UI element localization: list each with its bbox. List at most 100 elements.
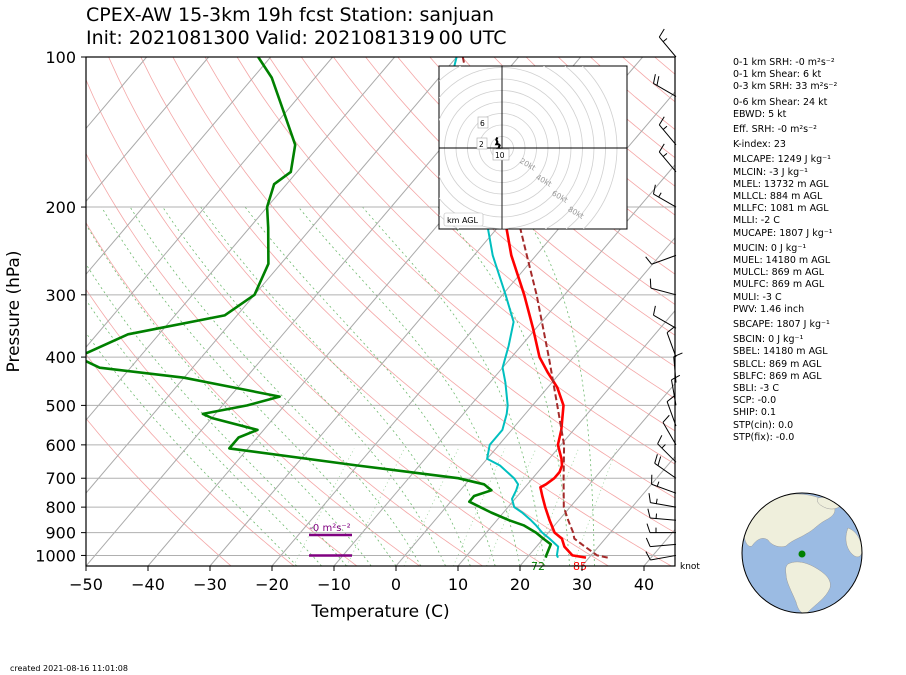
y-tick-label: 100 bbox=[45, 48, 76, 67]
sounding-index: PWV: 1.46 inch bbox=[733, 303, 805, 315]
dry-adiabat bbox=[86, 222, 421, 566]
wind-barb bbox=[658, 28, 677, 58]
x-tick-label: 30 bbox=[572, 575, 592, 594]
moist-adiabat bbox=[101, 206, 397, 566]
wind-barb bbox=[658, 116, 677, 146]
isotherm bbox=[86, 57, 458, 494]
dry-adiabat bbox=[86, 78, 546, 566]
hodograph-footer: km AGL bbox=[447, 216, 479, 225]
dry-adiabat bbox=[86, 417, 232, 566]
mixing-ratio-line bbox=[486, 448, 537, 566]
hodograph-height-label: 6 bbox=[480, 119, 485, 128]
barb-units-label: knot bbox=[680, 562, 700, 572]
globe-africa bbox=[845, 527, 862, 558]
wind-barb bbox=[657, 435, 677, 463]
wind-barb bbox=[666, 395, 677, 427]
sounding-index: 0-1 km Shear: 6 kt bbox=[733, 69, 822, 81]
isotherm bbox=[86, 57, 396, 421]
hodograph-height-label: 10 bbox=[495, 151, 505, 160]
y-tick-label: 1000 bbox=[35, 546, 76, 565]
srh-label: -0 m²s⁻² bbox=[309, 523, 350, 534]
sounding-index: MLLCL: 884 m AGL bbox=[733, 191, 823, 203]
x-tick-label: 40 bbox=[634, 575, 654, 594]
wind-barb bbox=[662, 414, 677, 446]
x-tick-label: 10 bbox=[448, 575, 468, 594]
wind-barb bbox=[666, 326, 677, 358]
sounding-index: EBWD: 5 kt bbox=[733, 108, 787, 120]
sounding-index: SBLFC: 869 m AGL bbox=[733, 370, 822, 382]
y-tick-label: 200 bbox=[45, 198, 76, 217]
sounding-index: MULCL: 869 m AGL bbox=[733, 267, 825, 279]
isotherm bbox=[86, 57, 334, 348]
sounding-index: SBEL: 14180 m AGL bbox=[733, 346, 828, 358]
wind-barb bbox=[645, 254, 677, 265]
isotherm bbox=[457, 309, 675, 566]
globe-south-america bbox=[785, 561, 831, 613]
dry-adiabat bbox=[204, 57, 675, 499]
dry-adiabat bbox=[300, 57, 675, 399]
sounding-index: SHIP: 0.1 bbox=[733, 407, 777, 419]
chart-title: CPEX-AW 15-3km 19h fcst Station: sanjuan bbox=[86, 4, 495, 26]
moist-adiabat bbox=[519, 206, 595, 566]
isotherm bbox=[581, 455, 675, 566]
wind-barb bbox=[645, 551, 677, 561]
x-tick-label: 0 bbox=[391, 575, 401, 594]
dry-adiabat bbox=[397, 57, 675, 305]
mixing-ratio-line bbox=[346, 448, 405, 566]
x-tick-label: −20 bbox=[255, 575, 289, 594]
y-tick-label: 900 bbox=[45, 524, 76, 543]
wind-barb bbox=[645, 537, 677, 548]
moist-adiabat bbox=[244, 206, 496, 566]
y-tick-label: 400 bbox=[45, 348, 76, 367]
dry-adiabat bbox=[86, 288, 358, 566]
chart-subtitle: Init: 2021081300 Valid: 2021081319 00 UT… bbox=[86, 27, 507, 49]
x-tick-label: −30 bbox=[193, 575, 227, 594]
y-tick-label: 600 bbox=[45, 436, 76, 455]
isotherm bbox=[271, 91, 675, 566]
wind-barb bbox=[658, 143, 677, 173]
wind-barb bbox=[651, 474, 677, 494]
sounding-index: MULFC: 869 m AGL bbox=[733, 279, 825, 291]
dry-adiabat bbox=[333, 57, 675, 368]
sounding-indices-list: 0-1 km SRH: -0 m²s⁻² 0-1 km Shear: 6 kt 0-… bbox=[733, 57, 837, 444]
moist-adiabat bbox=[129, 206, 422, 566]
sounding-index: 0-1 km SRH: -0 m²s⁻² bbox=[733, 57, 835, 68]
wind-barb bbox=[648, 493, 677, 508]
sounding-index: SBLCL: 869 m AGL bbox=[733, 358, 822, 370]
isotherm bbox=[333, 164, 675, 566]
isotherm bbox=[86, 57, 210, 203]
x-axis-label: Temperature (C) bbox=[310, 602, 449, 622]
dry-adiabat bbox=[268, 57, 675, 432]
x-tick-label: −40 bbox=[131, 575, 165, 594]
y-tick-label: 300 bbox=[45, 286, 76, 305]
sounding-index: MLCAPE: 1249 J kg⁻¹ bbox=[733, 154, 831, 166]
sounding-index: MUCIN: 0 J kg⁻¹ bbox=[733, 242, 807, 254]
wind-barb bbox=[652, 74, 677, 97]
wind-barb bbox=[654, 454, 677, 479]
y-tick-label: 500 bbox=[45, 396, 76, 415]
sounding-index: MLEL: 13732 m AGL bbox=[733, 178, 829, 190]
hodograph-height-label: 2 bbox=[479, 140, 484, 149]
sounding-index: SBLI: -3 C bbox=[733, 383, 779, 395]
station-marker bbox=[798, 550, 806, 558]
isotherm bbox=[519, 382, 675, 566]
sounding-index: 0-6 km Shear: 24 kt bbox=[733, 96, 828, 108]
wind-barb bbox=[647, 508, 677, 521]
hodograph-inset bbox=[438, 65, 628, 230]
mixing-ratio-line bbox=[531, 448, 579, 566]
sounding-index: MUEL: 14180 m AGL bbox=[733, 255, 831, 267]
sounding-index: MUCAPE: 1807 J kg⁻¹ bbox=[733, 227, 833, 239]
dewpoint-line bbox=[86, 57, 553, 558]
dry-adiabat bbox=[108, 57, 609, 566]
y-tick-label: 700 bbox=[45, 469, 76, 488]
y-tick-label: 800 bbox=[45, 498, 76, 517]
y-axis-label: Pressure (hPa) bbox=[4, 251, 24, 373]
x-tick-label: −50 bbox=[69, 575, 103, 594]
x-tick-label: −10 bbox=[317, 575, 351, 594]
sounding-index: STP(fix): -0.0 bbox=[733, 431, 795, 443]
dry-adiabat bbox=[365, 57, 675, 336]
mixing-ratio-line bbox=[293, 448, 355, 566]
sounding-index: MLCIN: -3 J kg⁻¹ bbox=[733, 166, 808, 178]
